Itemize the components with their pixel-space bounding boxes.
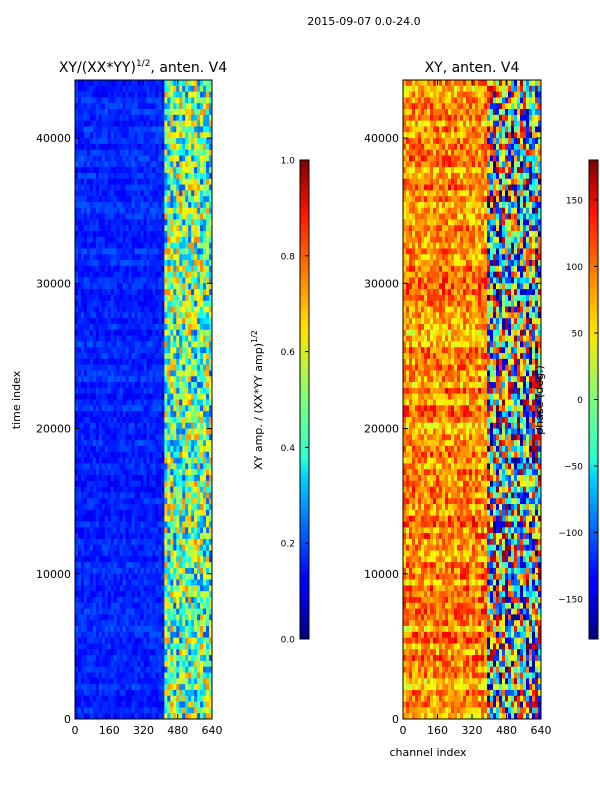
x-tick-label: 480 (167, 724, 188, 737)
amp-heatmap (75, 80, 213, 720)
figure-suptitle: 2015-09-07 0.0-24.0 (307, 15, 420, 28)
amp-colorbar-ticks: 0.0 0.2 0.4 0.6 0.8 1.0 (281, 157, 309, 646)
colorbar-tick-label: 50 (572, 329, 584, 339)
amp-title: XY/(XX*YY)1/2, anten. V4 (59, 59, 227, 76)
y-tick-label: 20000 (364, 423, 399, 436)
phase-axes: 0 10000 20000 30000 40000 0 160 320 480 640 (364, 80, 552, 737)
y-tick-label: 0 (392, 713, 399, 726)
colorbar-tick-label: 0.4 (281, 444, 296, 454)
colorbar-tick-label: 0.0 (281, 636, 296, 646)
colorbar-tick-label: 0.8 (281, 252, 296, 262)
amp-ylabel: time index (10, 370, 23, 429)
amp-panel: XY/(XX*YY)1/2, anten. V4 0 10000 20000 3000… (10, 59, 227, 737)
y-tick-label: 30000 (36, 277, 71, 290)
x-tick-label: 0 (400, 724, 407, 737)
colorbar-tick-label: 0.2 (281, 540, 295, 550)
y-tick-label: 30000 (364, 277, 399, 290)
colorbar-tick-label: −150 (558, 596, 583, 606)
y-tick-label: 10000 (36, 568, 71, 581)
x-tick-label: 160 (427, 724, 448, 737)
phase-colorbar-label: phase (deg.) (533, 365, 546, 435)
colorbar-tick-label: −100 (558, 529, 583, 539)
phase-panel: XY, anten. V4 0 10000 20000 30000 40000 0 160 3… (364, 60, 552, 759)
colorbar-tick-label: 1.0 (281, 157, 296, 167)
y-tick-label: 40000 (36, 132, 71, 145)
amp-colorbar-label: XY amp. / (XX*YY amp)1/2 (250, 330, 265, 470)
colorbar-tick-label: −50 (564, 463, 583, 473)
phase-title: XY, anten. V4 (425, 60, 520, 76)
phase-colorbar: −150 −100 −50 0 50 100 150 phase (deg.) (533, 159, 599, 640)
x-tick-label: 640 (202, 724, 223, 737)
x-tick-label: 0 (72, 724, 79, 737)
x-tick-label: 640 (531, 724, 552, 737)
colorbar-tick-label: 0 (577, 396, 583, 406)
colorbar-tick-label: 150 (566, 196, 583, 206)
phase-heatmap (403, 80, 542, 720)
x-tick-label: 480 (496, 724, 517, 737)
colorbar-tick-label: 0.6 (281, 348, 296, 358)
colorbar-tick-label: 100 (566, 263, 583, 273)
phase-xlabel: channel index (389, 746, 467, 759)
phase-colorbar-ticks: −150 −100 −50 0 50 100 150 (558, 196, 598, 606)
x-tick-label: 160 (99, 724, 120, 737)
amp-axes: 0 10000 20000 30000 40000 0 160 320 480 640 (36, 80, 223, 737)
amp-colorbar: 0.0 0.2 0.4 0.6 0.8 1.0 XY amp. / (XX*YY amp)… (250, 157, 310, 646)
y-tick-label: 10000 (364, 568, 399, 581)
y-tick-label: 0 (64, 713, 71, 726)
y-tick-label: 40000 (364, 132, 399, 145)
amp-colorbar-bar (299, 159, 310, 640)
x-tick-label: 320 (462, 724, 483, 737)
y-tick-label: 20000 (36, 423, 71, 436)
x-tick-label: 320 (133, 724, 154, 737)
